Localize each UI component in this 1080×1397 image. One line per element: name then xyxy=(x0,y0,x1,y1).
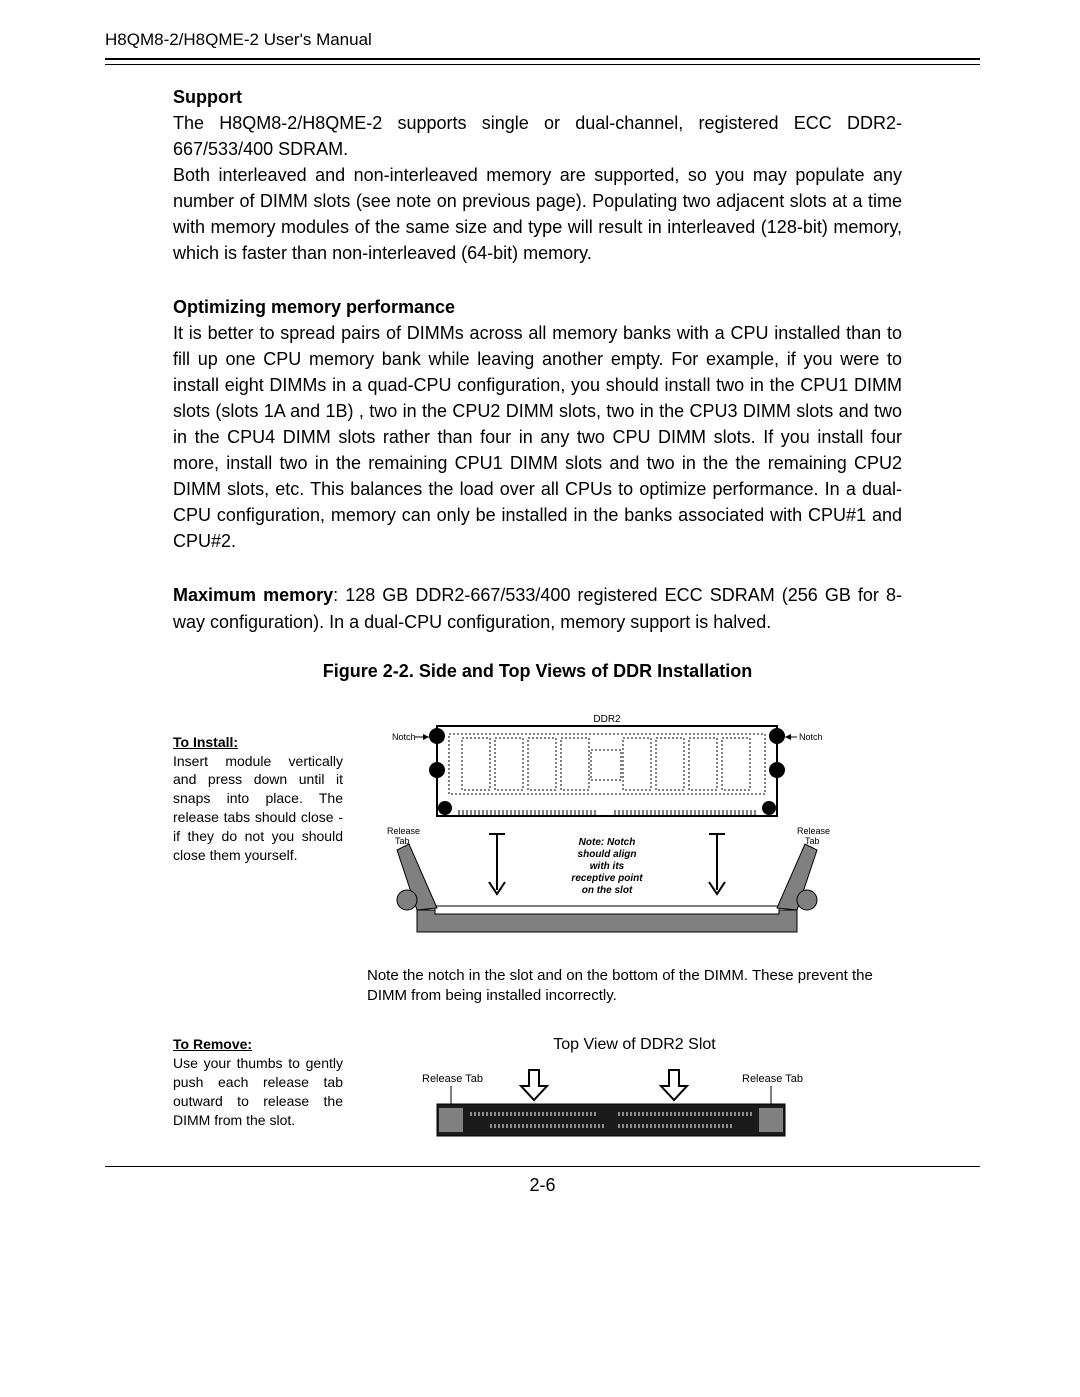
footer-rule xyxy=(105,1166,980,1167)
svg-text:Tab: Tab xyxy=(805,836,820,846)
page-content: Support The H8QM8-2/H8QME-2 supports sin… xyxy=(105,87,980,1150)
svg-text:should align: should align xyxy=(578,849,637,860)
maxmem-lead: Maximum memory xyxy=(173,585,333,605)
remove-heading: To Remove: xyxy=(173,1036,343,1052)
svg-text:Release Tab: Release Tab xyxy=(422,1073,483,1085)
header-rule xyxy=(105,58,980,65)
svg-text:receptive point: receptive point xyxy=(571,873,643,884)
svg-text:Release: Release xyxy=(387,826,420,836)
svg-text:Note: Notch: Note: Notch xyxy=(579,837,636,848)
optimize-heading: Optimizing memory performance xyxy=(173,297,902,318)
ddr-side-view-svg: DDR2 xyxy=(367,710,847,960)
support-para-2: Both interleaved and non-interleaved mem… xyxy=(173,162,902,266)
side-view-diagram: DDR2 xyxy=(367,710,902,1007)
svg-text:Notch: Notch xyxy=(799,732,823,742)
ddr-top-view-svg: Release Tab Release Tab xyxy=(367,1060,847,1150)
svg-text:with its: with its xyxy=(590,861,625,872)
svg-text:Tab: Tab xyxy=(395,836,410,846)
svg-text:Release Tab: Release Tab xyxy=(742,1073,803,1085)
top-view-diagram: Top View of DDR2 Slot Release Tab Releas… xyxy=(367,1036,902,1150)
svg-text:Release: Release xyxy=(797,826,830,836)
top-view-title: Top View of DDR2 Slot xyxy=(367,1036,902,1054)
page-number: 2-6 xyxy=(105,1175,980,1196)
figure-row-1: To Install: Insert module vertically and… xyxy=(173,710,902,1007)
install-text: Insert module vertically and press down … xyxy=(173,752,343,865)
maxmem-para: Maximum memory: 128 GB DDR2-667/533/400 … xyxy=(173,582,902,634)
install-column: To Install: Insert module vertically and… xyxy=(173,710,343,1007)
svg-text:on the slot: on the slot xyxy=(582,885,633,896)
remove-text: Use your thumbs to gently push each rele… xyxy=(173,1054,343,1130)
support-heading: Support xyxy=(173,87,902,108)
svg-text:Notch: Notch xyxy=(392,732,416,742)
support-para-1: The H8QM8-2/H8QME-2 supports single or d… xyxy=(173,110,902,162)
figure-under-note: Note the notch in the slot and on the bo… xyxy=(367,966,902,1007)
svg-text:DDR2: DDR2 xyxy=(593,714,621,725)
install-heading: To Install: xyxy=(173,734,343,750)
optimize-para-1: It is better to spread pairs of DIMMs ac… xyxy=(173,320,902,555)
figure-caption: Figure 2-2. Side and Top Views of DDR In… xyxy=(173,661,902,682)
figure-row-2: To Remove: Use your thumbs to gently pus… xyxy=(173,1036,902,1150)
page-header-title: H8QM8-2/H8QME-2 User's Manual xyxy=(105,30,980,50)
remove-column: To Remove: Use your thumbs to gently pus… xyxy=(173,1036,343,1150)
